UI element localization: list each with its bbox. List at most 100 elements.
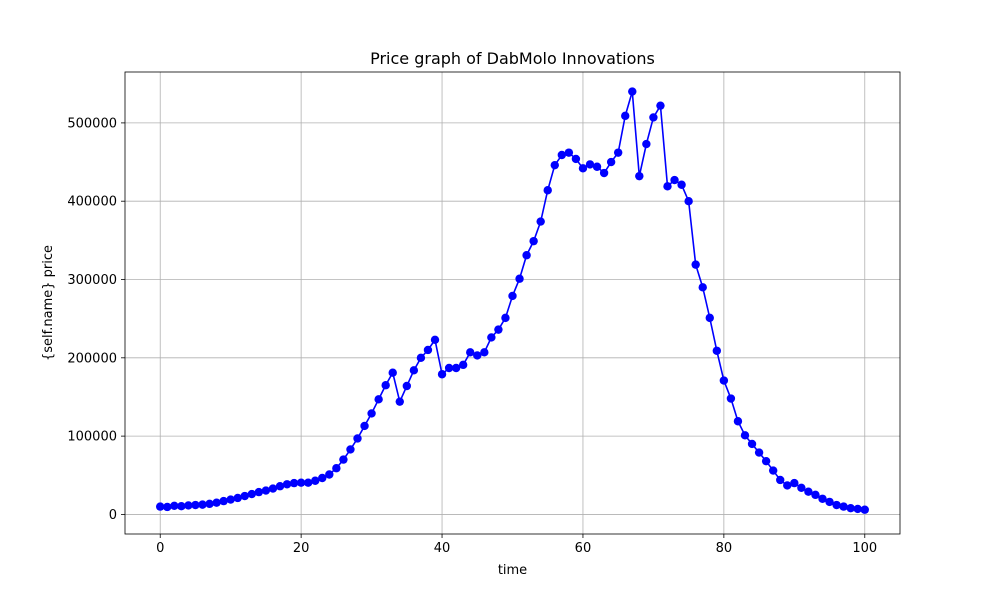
data-point — [353, 434, 362, 443]
data-point — [184, 501, 193, 510]
data-point — [768, 466, 778, 475]
data-point — [458, 360, 468, 370]
data-point — [550, 160, 559, 170]
data-point — [557, 150, 567, 160]
data-point — [585, 160, 595, 169]
data-point — [698, 283, 707, 292]
data-point — [606, 157, 616, 167]
data-point — [487, 333, 496, 342]
data-point — [437, 370, 447, 379]
data-point — [797, 483, 806, 492]
data-point — [339, 455, 348, 464]
data-point — [684, 197, 693, 206]
data-point — [296, 478, 306, 487]
data-point — [712, 346, 722, 355]
data-point — [529, 236, 538, 246]
data-point — [261, 486, 271, 495]
data-point — [719, 376, 729, 385]
data-point — [761, 456, 771, 466]
data-point — [381, 381, 390, 390]
data-point — [303, 478, 313, 487]
data-point — [191, 500, 200, 510]
data-point — [170, 501, 179, 511]
data-point — [621, 111, 630, 121]
data-point — [670, 175, 679, 185]
data-point — [663, 182, 672, 191]
data-point — [825, 497, 834, 507]
y-tick-label: 500000 — [67, 116, 117, 131]
data-point — [543, 186, 552, 195]
data-point — [156, 502, 165, 511]
data-point — [311, 476, 320, 485]
data-point — [395, 397, 404, 406]
x-tick-label: 0 — [156, 541, 164, 556]
data-point — [360, 421, 369, 431]
data-point — [402, 381, 412, 391]
data-point — [318, 473, 327, 483]
x-tick-label: 60 — [575, 541, 592, 556]
data-point — [409, 366, 419, 375]
data-point — [163, 502, 172, 512]
data-point — [846, 503, 855, 513]
data-point — [853, 504, 862, 514]
data-point — [473, 351, 482, 360]
y-tick-label: 200000 — [67, 351, 117, 366]
data-point — [332, 464, 341, 473]
x-tick-label: 40 — [434, 541, 451, 556]
y-tick-label: 100000 — [67, 430, 117, 445]
data-point — [860, 505, 869, 514]
data-point — [346, 445, 355, 454]
data-point — [282, 480, 292, 489]
data-point — [212, 498, 221, 507]
data-point — [515, 274, 524, 283]
data-point — [628, 87, 637, 96]
data-point — [649, 113, 658, 122]
data-point — [226, 495, 235, 504]
data-point — [747, 439, 757, 449]
data-point — [818, 494, 827, 503]
data-point — [374, 395, 383, 404]
data-point — [536, 217, 545, 226]
data-point — [325, 470, 334, 479]
data-point — [494, 325, 503, 334]
data-point — [416, 353, 426, 363]
data-point — [275, 482, 285, 491]
series — [156, 87, 869, 514]
data-point — [592, 162, 602, 171]
x-tick-label: 80 — [716, 541, 733, 556]
data-point — [289, 478, 299, 488]
data-point — [839, 502, 848, 511]
data-point — [508, 291, 517, 301]
data-point — [783, 481, 792, 490]
data-point — [804, 487, 813, 496]
data-point — [733, 417, 743, 426]
data-point — [240, 491, 249, 501]
data-point — [466, 348, 475, 357]
chart-title: Price graph of DabMolo Innovations — [370, 49, 655, 68]
data-point — [705, 313, 714, 323]
data-point — [177, 502, 186, 511]
y-axis-label: {self.name} price — [41, 245, 56, 361]
data-point — [451, 363, 461, 373]
data-point — [790, 478, 799, 488]
data-point — [480, 348, 489, 357]
y-tick-label: 0 — [109, 508, 117, 523]
plot-frame — [124, 71, 901, 535]
y-tick-label: 400000 — [67, 195, 117, 210]
data-point — [613, 148, 623, 157]
data-point — [247, 489, 257, 499]
data-point — [444, 363, 454, 373]
grid — [125, 72, 900, 534]
data-point — [832, 500, 841, 510]
ticks: 0 20 40 60 80 100 0 100000 200000 300000 400000 500… — [67, 116, 877, 556]
data-point — [740, 431, 750, 440]
data-point — [501, 313, 510, 323]
data-point — [198, 500, 207, 509]
data-point — [205, 499, 214, 509]
data-point — [578, 164, 588, 173]
data-point — [268, 484, 278, 493]
data-point — [388, 368, 397, 377]
data-point — [367, 409, 376, 418]
